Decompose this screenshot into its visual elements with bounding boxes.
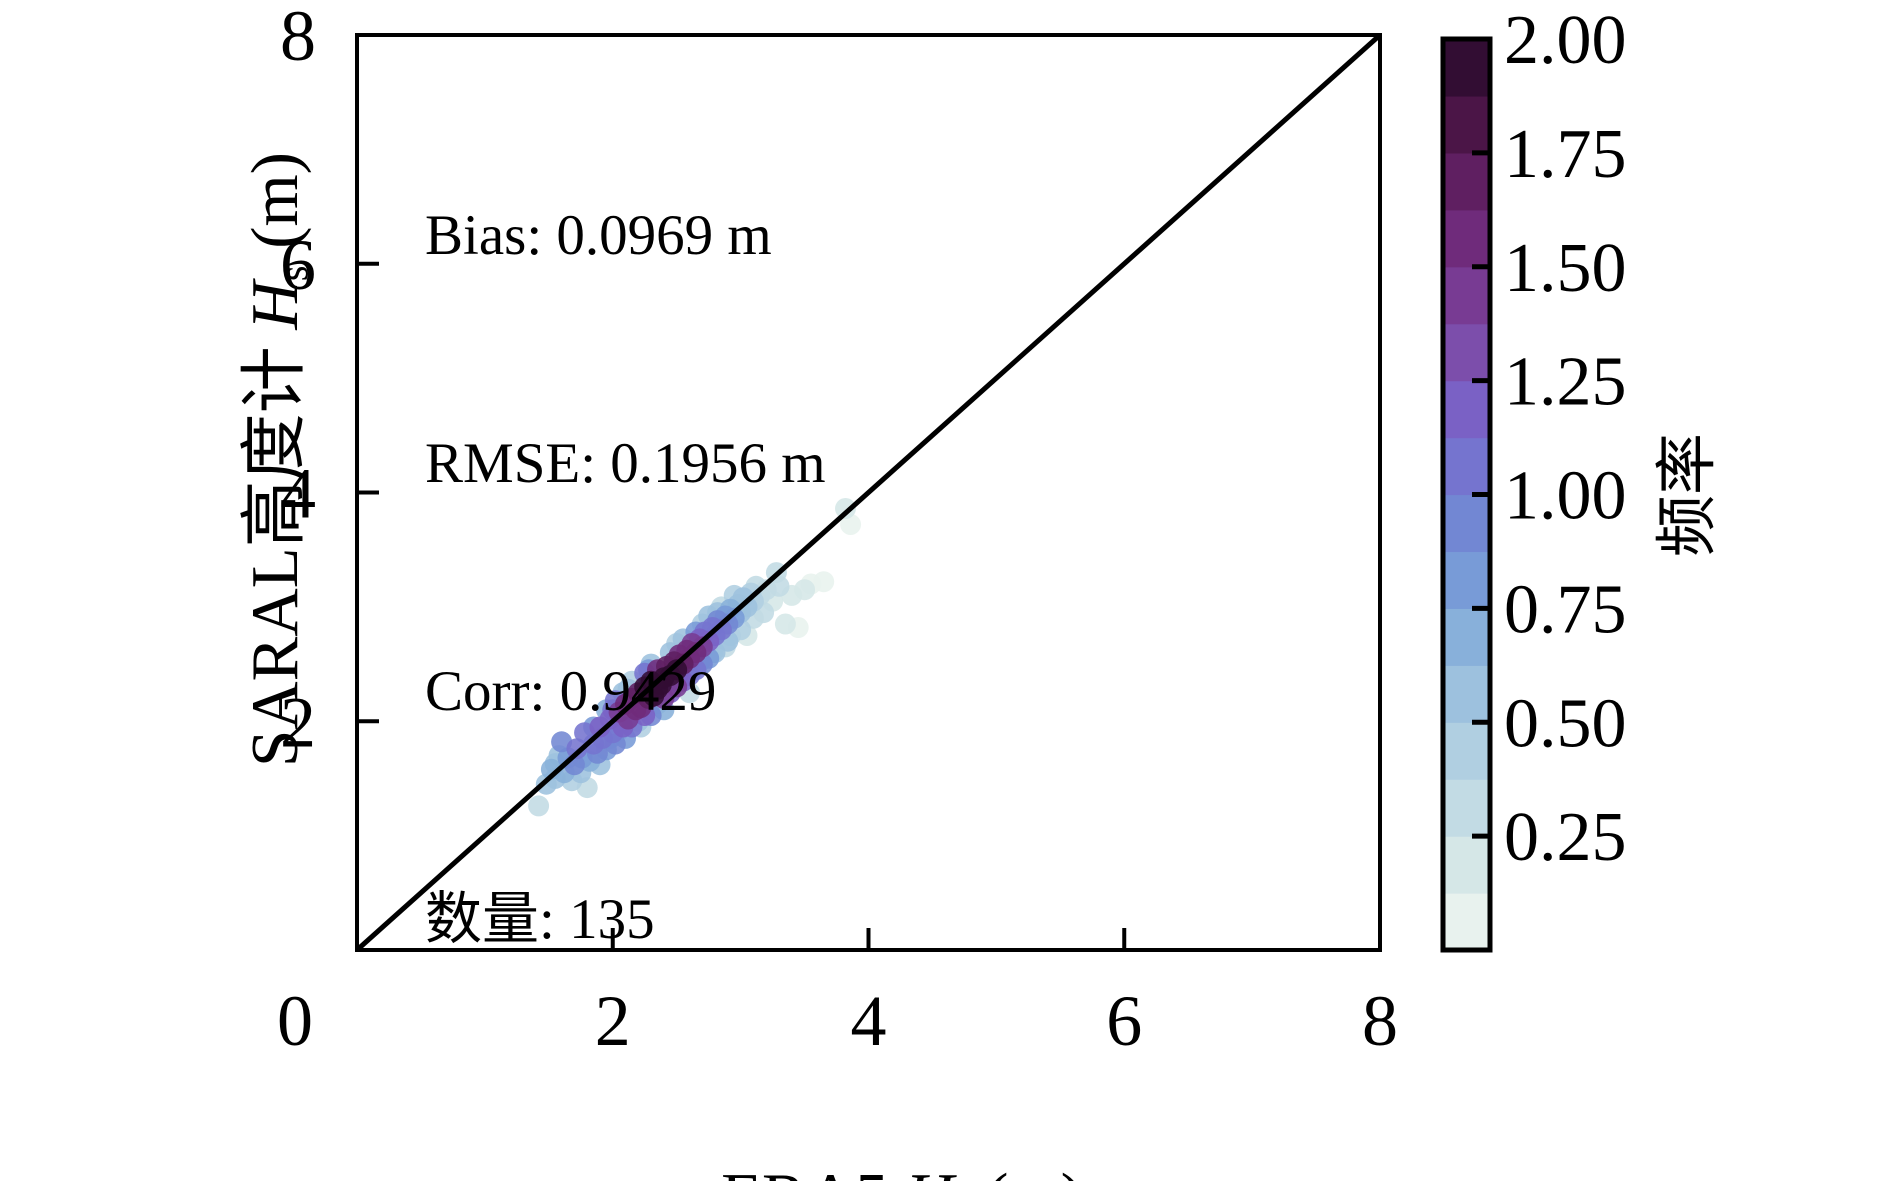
colorbar-segment [1443,494,1490,553]
colorbar-segment [1443,836,1490,894]
scatter-point [566,738,588,760]
x-tick-label: 0 [277,981,313,1061]
colorbar-segment [1443,95,1490,154]
y-axis-label-prefix: SARAL高度计 [238,329,312,767]
colorbar-segment [1443,722,1490,780]
colorbar-segment [1443,665,1490,723]
colorbar-segment [1443,437,1490,496]
colorbar-tick-label: 1.50 [1504,230,1627,307]
colorbar-segment [1443,209,1490,268]
x-axis-label: ERA5 Hs (m) [357,1082,1380,1181]
scatter-point [774,613,796,635]
colorbar-segment [1443,551,1490,609]
colorbar-label: 频率 [1654,433,1722,558]
y-tick-label: 8 [280,0,316,76]
colorbar-segment [1443,380,1490,439]
colorbar-tick-label: 0.50 [1504,685,1627,762]
x-tick-label: 2 [595,981,631,1061]
y-axis-label-subscript: s [271,265,317,282]
y-tick-label: 2 [280,682,316,762]
y-axis-label-suffix: (m) [238,152,312,266]
colorbar-tick-label: 1.00 [1504,458,1627,535]
scatter-point [835,498,856,519]
x-tick-label: 8 [1362,981,1398,1061]
y-axis-label-variable: H [238,281,312,330]
colorbar-segment [1443,779,1490,837]
colorbar-segment [1443,608,1490,666]
colorbar-tick-label: 2.00 [1504,2,1627,79]
scatter-point [528,795,550,817]
scatter-point [813,571,835,593]
x-tick-label: 6 [1106,981,1142,1061]
colorbar-segment [1443,266,1490,325]
stat-rmse: RMSE: 0.1956 m [425,432,826,495]
colorbar-tick-label: 0.75 [1504,571,1627,648]
colorbar-segment [1443,39,1490,97]
x-tick-label: 4 [851,981,887,1061]
stats-annotation-block: Bias: 0.0969 m RMSE: 0.1956 m Corr: 0.94… [425,46,826,1110]
colorbar-segment [1443,893,1490,951]
x-axis-label-prefix: ERA5 [721,1160,905,1181]
stat-count: 数量: 135 [425,888,655,951]
stat-corr: Corr: 0.9429 [425,660,717,723]
y-tick-label: 6 [280,225,316,305]
stat-bias: Bias: 0.0969 m [425,204,772,267]
colorbar-tick-label: 0.25 [1504,799,1627,876]
scatter-point [840,514,862,535]
y-tick-label: 4 [280,454,316,534]
y-axis-label: SARAL高度计 Hs (m) [140,43,316,943]
x-axis-label-variable: H [905,1160,953,1181]
colorbar-tick-label: 1.75 [1504,116,1627,193]
colorbar-segment [1443,323,1490,382]
colorbar-tick-label: 1.25 [1504,344,1627,421]
identity-line [355,33,1382,952]
x-axis-label-suffix: (m) [969,1160,1083,1181]
colorbar-segment [1443,152,1490,211]
